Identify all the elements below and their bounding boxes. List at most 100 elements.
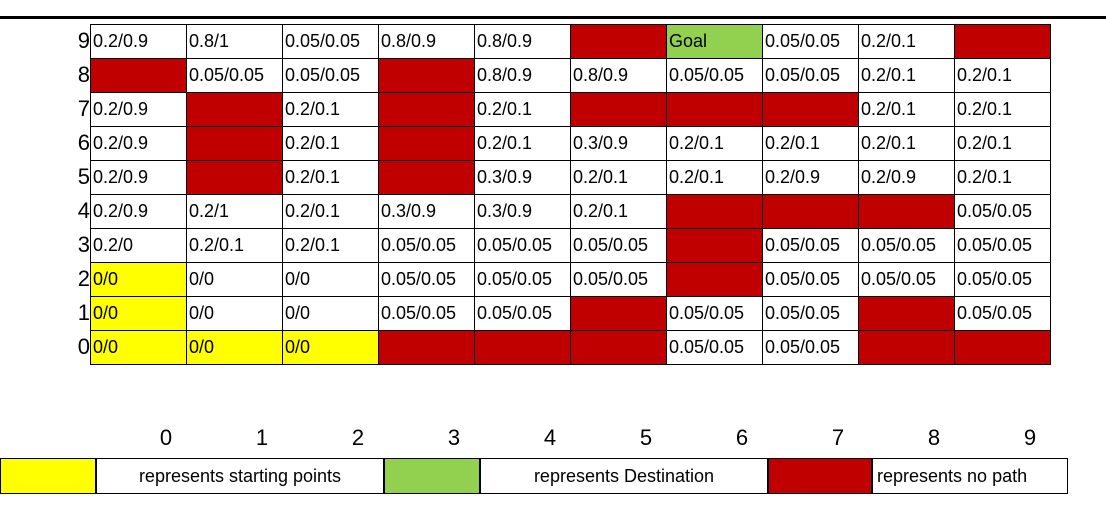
grid-cell: 0.2/0.1 <box>954 160 1051 195</box>
blocked-cell <box>858 330 955 365</box>
column-label: 6 <box>735 425 749 450</box>
top-border-line <box>0 16 1106 19</box>
grid-cell: 0.8/1 <box>186 24 283 59</box>
grid-cell: 0.3/0.9 <box>378 194 475 229</box>
grid-cell: 0/0 <box>186 296 283 331</box>
grid-cell: 0.05/0.05 <box>858 228 955 263</box>
blocked-cell <box>186 160 283 195</box>
blocked-cell <box>570 330 667 365</box>
grid-cell: 0.2/0.1 <box>282 228 379 263</box>
grid-cell: 0.05/0.05 <box>762 24 859 59</box>
blocked-cell <box>378 92 475 127</box>
blocked-cell <box>666 92 763 127</box>
grid-cell: 0.2/0.1 <box>858 58 955 93</box>
blocked-cell <box>954 330 1051 365</box>
grid-cell: 0.2/0.1 <box>666 126 763 161</box>
grid-cell: 0.05/0.05 <box>570 228 667 263</box>
grid-cell: 0.2/0.1 <box>858 24 955 59</box>
grid-cell: 0.05/0.05 <box>474 262 571 297</box>
grid-cell: 0.8/0.9 <box>378 24 475 59</box>
legend-blocked-label: represents no path <box>872 458 1068 494</box>
blocked-cell <box>570 92 667 127</box>
grid-cell: 0.05/0.05 <box>378 228 475 263</box>
row-label: 5 <box>77 164 90 189</box>
grid-cell: 0.2/0.1 <box>282 92 379 127</box>
grid-cell: 0.05/0.05 <box>954 194 1051 229</box>
grid-cell: 0.05/0.05 <box>954 296 1051 331</box>
grid-cell: 0.2/0.9 <box>90 194 187 229</box>
row-label: 8 <box>77 62 90 87</box>
grid-cell: 0.2/0 <box>90 228 187 263</box>
column-label: 1 <box>255 425 269 450</box>
column-label: 4 <box>543 425 557 450</box>
grid-cell: 0.05/0.05 <box>858 262 955 297</box>
column-label: 9 <box>1023 425 1037 450</box>
grid-cell: 0.05/0.05 <box>762 228 859 263</box>
grid-cell: 0/0 <box>186 262 283 297</box>
legend-goal-swatch <box>384 458 480 494</box>
grid-cell: 0.05/0.05 <box>570 262 667 297</box>
grid-cell: 0.2/0.1 <box>282 126 379 161</box>
row-label: 7 <box>77 96 90 121</box>
row-label: 0 <box>77 334 90 359</box>
grid-cell: 0.2/0.1 <box>282 194 379 229</box>
start-cell: 0/0 <box>90 330 187 365</box>
grid-cell: 0.05/0.05 <box>378 262 475 297</box>
grid-cell: 0.2/0.1 <box>186 228 283 263</box>
blocked-cell <box>762 194 859 229</box>
grid-cell: 0.05/0.05 <box>186 58 283 93</box>
blocked-cell <box>858 296 955 331</box>
row-label: 1 <box>77 300 90 325</box>
row-label: 3 <box>77 232 90 257</box>
blocked-cell <box>186 126 283 161</box>
legend-blocked-swatch <box>768 458 872 494</box>
grid-cell: 0.05/0.05 <box>378 296 475 331</box>
column-label: 8 <box>927 425 941 450</box>
blocked-cell <box>378 330 475 365</box>
grid-cell: 0.05/0.05 <box>666 296 763 331</box>
start-cell: 0/0 <box>282 330 379 365</box>
grid-cell: 0.2/0.1 <box>474 92 571 127</box>
grid-cell: 0.2/0.1 <box>954 92 1051 127</box>
blocked-cell <box>378 58 475 93</box>
blocked-cell <box>666 194 763 229</box>
grid-cell: 0.2/0.1 <box>858 126 955 161</box>
grid-cell: 0.05/0.05 <box>762 58 859 93</box>
grid-cell: 0.2/0.9 <box>858 160 955 195</box>
grid-cell: 0.2/0.9 <box>762 160 859 195</box>
blocked-cell <box>570 24 667 59</box>
row-label: 6 <box>77 130 90 155</box>
grid-cell: 0.05/0.05 <box>954 262 1051 297</box>
blocked-cell <box>570 296 667 331</box>
column-label: 5 <box>639 425 653 450</box>
legend-goal-label: represents Destination <box>480 458 768 494</box>
legend-start-swatch <box>0 458 96 494</box>
column-label: 3 <box>447 425 461 450</box>
grid-cell: 0.8/0.9 <box>474 24 571 59</box>
grid-cell: 0.2/0.1 <box>282 160 379 195</box>
grid-cell: 0.2/0.1 <box>666 160 763 195</box>
grid-cell: 0.2/0.9 <box>90 126 187 161</box>
grid-cell: 0.2/0.1 <box>954 126 1051 161</box>
grid-cell: 0.05/0.05 <box>474 228 571 263</box>
grid-cell: 0.2/0.1 <box>570 160 667 195</box>
blocked-cell <box>666 262 763 297</box>
grid-cell: 0.2/0.1 <box>858 92 955 127</box>
blocked-cell <box>666 228 763 263</box>
goal-cell: Goal <box>666 24 763 59</box>
grid-cell: 0/0 <box>282 262 379 297</box>
grid-cell: 0.05/0.05 <box>282 24 379 59</box>
grid-cell: 0.2/0.9 <box>90 160 187 195</box>
grid-cell: 0.05/0.05 <box>474 296 571 331</box>
column-label: 0 <box>159 425 173 450</box>
blocked-cell <box>858 194 955 229</box>
grid-cell: 0.05/0.05 <box>762 296 859 331</box>
grid-cell: 0.2/0.9 <box>90 92 187 127</box>
blocked-cell <box>378 126 475 161</box>
grid-cell: 0.2/0.1 <box>570 194 667 229</box>
grid-cell: 0.05/0.05 <box>954 228 1051 263</box>
column-label: 2 <box>351 425 365 450</box>
grid-cell: 0.2/0.1 <box>954 58 1051 93</box>
grid-cell: 0.05/0.05 <box>666 330 763 365</box>
